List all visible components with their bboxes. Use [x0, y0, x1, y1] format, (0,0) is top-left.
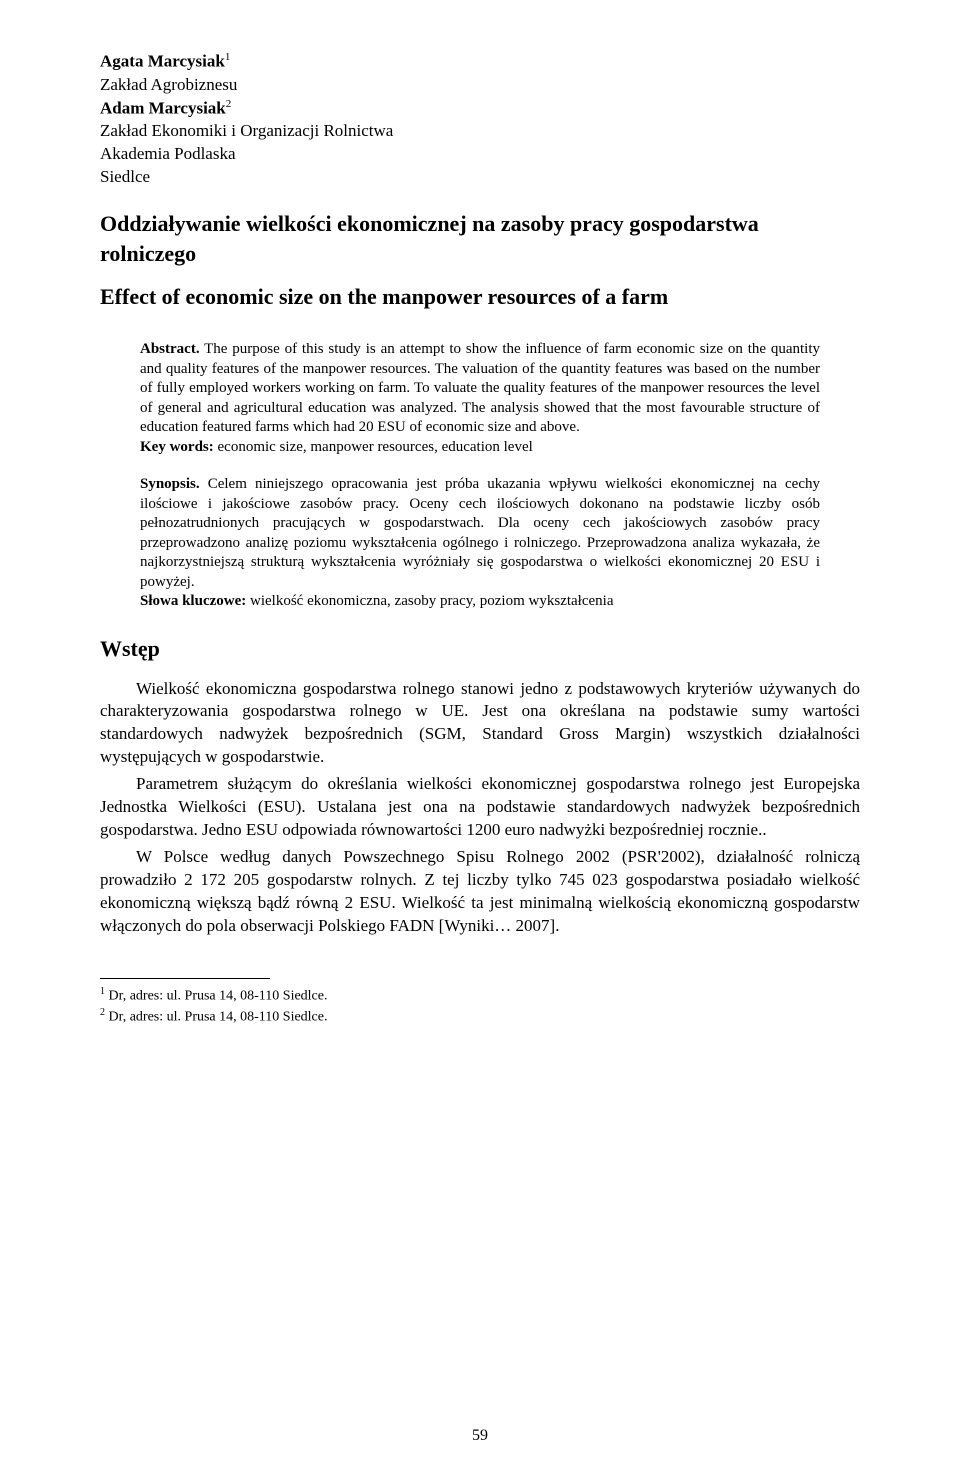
- footnotes: 1 Dr, adres: ul. Prusa 14, 08-110 Siedlc…: [100, 985, 860, 1027]
- synopsis-label: Synopsis.: [140, 476, 200, 492]
- body-paragraph: W Polsce według danych Powszechnego Spis…: [100, 846, 860, 938]
- footnote-1-text: Dr, adres: ul. Prusa 14, 08-110 Siedlce.: [105, 988, 328, 1003]
- keywords-text: economic size, manpower resources, educa…: [214, 439, 533, 455]
- synopsis-block: Synopsis. Celem niniejszego opracowania …: [140, 475, 820, 612]
- author-2-sup: 2: [226, 98, 232, 110]
- slowa-kluczowe-label: Słowa kluczowe:: [140, 593, 246, 609]
- author-2-affiliation: Zakład Ekonomiki i Organizacji Rolnictwa: [100, 121, 393, 140]
- slowa-kluczowe-text: wielkość ekonomiczna, zasoby pracy, pozi…: [246, 593, 613, 609]
- body-paragraph: Wielkość ekonomiczna gospodarstwa rolneg…: [100, 678, 860, 770]
- footnote-1: 1 Dr, adres: ul. Prusa 14, 08-110 Siedlc…: [100, 985, 860, 1006]
- footnote-separator: [100, 978, 270, 979]
- keywords-label: Key words:: [140, 439, 214, 455]
- section-heading-wstep: Wstęp: [100, 636, 860, 662]
- footnote-2-text: Dr, adres: ul. Prusa 14, 08-110 Siedlce.: [105, 1009, 328, 1024]
- title-english: Effect of economic size on the manpower …: [100, 282, 860, 312]
- abstract-text: The purpose of this study is an attempt …: [140, 341, 820, 435]
- authors-block: Agata Marcysiak1 Zakład Agrobiznesu Adam…: [100, 50, 860, 189]
- author-1-sup: 1: [225, 51, 231, 63]
- abstract-block: Abstract. The purpose of this study is a…: [140, 340, 820, 457]
- institution-1: Akademia Podlaska: [100, 144, 236, 163]
- body-paragraph: Parametrem służącym do określania wielko…: [100, 773, 860, 842]
- institution-2: Siedlce: [100, 167, 150, 186]
- author-1-affiliation: Zakład Agrobiznesu: [100, 75, 237, 94]
- body-text: Wielkość ekonomiczna gospodarstwa rolneg…: [100, 678, 860, 938]
- author-2-name: Adam Marcysiak: [100, 98, 226, 117]
- synopsis-text: Celem niniejszego opracowania jest próba…: [140, 476, 820, 590]
- abstract-label: Abstract.: [140, 341, 200, 357]
- author-1-name: Agata Marcysiak: [100, 52, 225, 71]
- page-number: 59: [0, 1427, 960, 1445]
- footnote-2: 2 Dr, adres: ul. Prusa 14, 08-110 Siedlc…: [100, 1006, 860, 1027]
- page: Agata Marcysiak1 Zakład Agrobiznesu Adam…: [0, 0, 960, 1465]
- title-polish: Oddziaływanie wielkości ekonomicznej na …: [100, 209, 860, 268]
